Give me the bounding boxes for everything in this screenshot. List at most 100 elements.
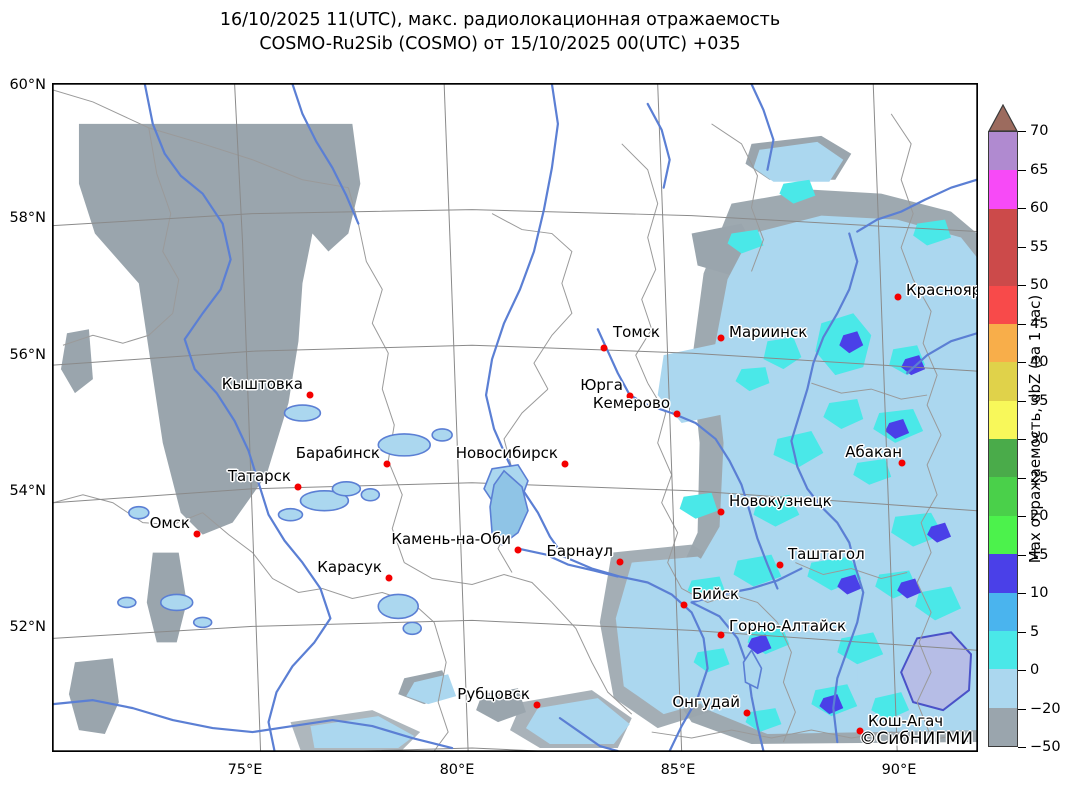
city-label: Новосибирск — [455, 444, 558, 462]
colorbar-extend-arrow-icon — [988, 104, 1018, 132]
city-label: Карасук — [317, 558, 382, 576]
colorbar-band-55-60 — [989, 208, 1017, 248]
city-marker-dot[interactable] — [626, 392, 634, 400]
city-label: Новокузнецк — [729, 492, 832, 510]
colorbar-band-25-30 — [989, 439, 1017, 478]
colorbar-tick-label: 25 — [1030, 469, 1049, 486]
city-marker-dot[interactable] — [717, 334, 725, 342]
colorbar-tick — [1018, 708, 1026, 710]
colorbar-band-40-45 — [989, 323, 1017, 363]
city-label: Омск — [149, 514, 190, 532]
rivers — [53, 84, 977, 751]
colorbar-tick-label: 10 — [1030, 585, 1049, 601]
city-label: Барнаул — [546, 542, 613, 560]
colorbar-tick — [1018, 131, 1026, 132]
city-marker-dot[interactable] — [856, 727, 864, 735]
city-marker-dot[interactable] — [306, 391, 314, 399]
colorbar-tick-label: 45 — [1030, 315, 1049, 332]
colorbar-band-5-10 — [989, 592, 1017, 631]
city-label: Бийск — [692, 585, 740, 603]
colorbar-tick-label: 30 — [1030, 431, 1049, 447]
page-title: 16/10/2025 11(UTC), макс. радиолокационн… — [0, 8, 1000, 56]
city-marker-dot[interactable] — [383, 460, 391, 468]
colorbar[interactable]: −50 −20 0 5 10 15 20 25 30 35 40 45 50 55 60 65 70 Max о… — [988, 104, 1071, 755]
city-label: Онгудай — [672, 693, 740, 711]
colorbar-tick-label: 20 — [1030, 508, 1049, 524]
admin-borders — [53, 89, 972, 751]
city-label: Кыштовка — [221, 375, 303, 393]
city-marker-dot[interactable] — [743, 709, 751, 717]
city-label: Татарск — [227, 467, 291, 485]
colorbar-tick — [1018, 593, 1026, 594]
colorbar-band-30-35 — [989, 400, 1017, 439]
graticule — [53, 84, 977, 751]
city-marker-dot[interactable] — [673, 410, 681, 418]
city-marker-dot[interactable] — [898, 459, 906, 467]
echo-layer-cyan — [679, 179, 962, 733]
city-marker-dot[interactable] — [514, 546, 522, 554]
colorbar-tick — [1018, 477, 1026, 479]
map-graphics — [53, 84, 977, 751]
lakes — [117, 404, 763, 690]
lon-tick-label-90: 90°E — [881, 762, 917, 778]
colorbar-tick-label: 70 — [1030, 123, 1049, 139]
map-canvas[interactable]: Кыштовка Барабинск Татарск Омск Карасук Камен… — [52, 83, 978, 752]
lat-tick-label-56: 56°N — [9, 347, 46, 363]
colorbar-tick — [1018, 169, 1026, 171]
city-label: Абакан — [845, 443, 902, 461]
colorbar-band--50--20 — [989, 707, 1017, 746]
map-clip: Кыштовка Барабинск Татарск Омск Карасук Камен… — [53, 84, 977, 751]
colorbar-tick-label: 65 — [1030, 161, 1049, 178]
colorbar-tick-label: 15 — [1030, 546, 1049, 563]
colorbar-band-60-65 — [989, 170, 1017, 209]
colorbar-band-15-20 — [989, 515, 1017, 555]
colorbar-band-65-70 — [989, 132, 1017, 171]
lat-tick-label-52: 52°N — [9, 619, 46, 635]
city-marker-dot[interactable] — [561, 460, 569, 468]
colorbar-tick-label: −20 — [1030, 700, 1061, 717]
copyright-watermark: ©СибНИГМИ — [859, 729, 973, 749]
colorbar-tick — [1018, 323, 1026, 325]
city-marker-dot[interactable] — [600, 344, 608, 352]
city-marker-dot[interactable] — [533, 701, 541, 709]
city-label: Барабинск — [295, 444, 380, 462]
city-marker-dot[interactable] — [294, 483, 302, 491]
city-marker-dot[interactable] — [776, 561, 784, 569]
colorbar-tick — [1018, 439, 1026, 440]
city-label: Кош-Агач — [868, 712, 944, 730]
city-marker-dot[interactable] — [894, 293, 902, 301]
colorbar-tick — [1018, 670, 1026, 671]
city-label: Юрга — [580, 376, 623, 394]
colorbar-band-50-55 — [989, 247, 1017, 286]
city-marker-dot[interactable] — [193, 530, 201, 538]
city-marker-dot[interactable] — [717, 508, 725, 516]
colorbar-tick — [1018, 747, 1026, 748]
colorbar-tick — [1018, 554, 1026, 556]
colorbar-tick — [1018, 246, 1026, 248]
lat-tick-label-60: 60°N — [9, 77, 46, 93]
colorbar-tick — [1018, 631, 1026, 633]
colorbar-band--20-0 — [989, 669, 1017, 708]
city-marker-dot[interactable] — [680, 601, 688, 609]
colorbar-tick — [1018, 208, 1026, 209]
colorbar-title: Max отражаемость, dbZ (за 1 час) — [1026, 294, 1044, 564]
colorbar-tick — [1018, 362, 1026, 363]
lon-tick-label-85: 85°E — [660, 762, 696, 778]
city-marker-dot[interactable] — [717, 631, 725, 639]
city-marker-dot[interactable] — [385, 574, 393, 582]
city-label: Горно-Алтайск — [729, 617, 847, 635]
colorbar-tick — [1018, 285, 1026, 286]
echo-layer-blue — [747, 331, 952, 715]
colorbar-gradient[interactable] — [988, 131, 1018, 747]
echo-layer-purple — [900, 631, 973, 712]
colorbar-tick-label: 35 — [1030, 392, 1049, 409]
colorbar-tick — [1018, 400, 1026, 402]
colorbar-band-45-50 — [989, 285, 1017, 324]
colorbar-band-10-15 — [989, 554, 1017, 593]
city-marker-dot[interactable] — [616, 558, 624, 566]
city-label: Томск — [613, 323, 660, 341]
title-line-1: 16/10/2025 11(UTC), макс. радиолокационн… — [219, 10, 781, 30]
colorbar-tick-label: 40 — [1030, 354, 1049, 370]
city-label: Камень-на-Оби — [391, 530, 511, 548]
city-label: Таштагол — [788, 545, 865, 563]
